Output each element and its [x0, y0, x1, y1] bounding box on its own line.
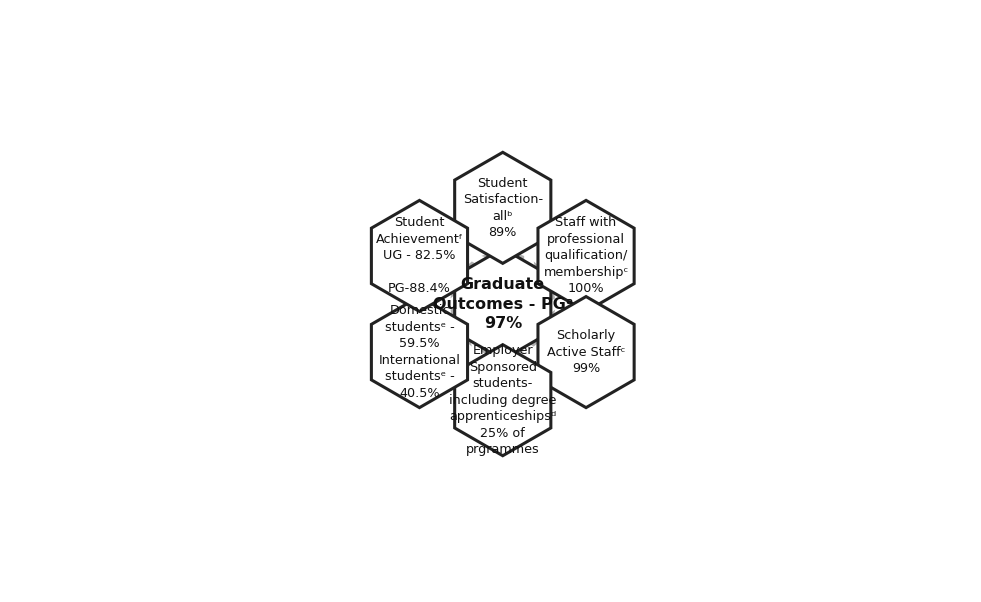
- Polygon shape: [454, 249, 551, 359]
- Polygon shape: [450, 261, 478, 302]
- Polygon shape: [454, 345, 551, 456]
- Text: Employer
Sponsored
students-
including degree
apprenticeshipsᵈ
25% of
prgrammes: Employer Sponsored students- including d…: [449, 344, 556, 456]
- Polygon shape: [538, 200, 634, 311]
- Polygon shape: [482, 249, 524, 263]
- Text: Domestic
studentsᵉ -
59.5%
International
studentsᵉ -
40.5%: Domestic studentsᵉ - 59.5% International…: [379, 305, 460, 400]
- Polygon shape: [372, 297, 468, 408]
- Polygon shape: [482, 345, 524, 359]
- Polygon shape: [538, 297, 634, 408]
- Text: Scholarly
Active Staffᶜ
99%: Scholarly Active Staffᶜ 99%: [546, 329, 625, 375]
- Text: Graduate
Outcomes - PGᵃ
97%: Graduate Outcomes - PGᵃ 97%: [433, 278, 573, 330]
- Polygon shape: [528, 261, 555, 302]
- Polygon shape: [450, 306, 478, 347]
- Text: Student
Achievementᶠ
UG - 82.5%

PG-88.4%: Student Achievementᶠ UG - 82.5% PG-88.4%: [376, 217, 463, 296]
- Polygon shape: [372, 200, 468, 311]
- Polygon shape: [528, 306, 555, 347]
- Polygon shape: [454, 152, 551, 263]
- Text: Student
Satisfaction-
allᵇ
89%: Student Satisfaction- allᵇ 89%: [463, 176, 542, 239]
- Text: Staff with
professional
qualification/
membershipᶜ
100%: Staff with professional qualification/ m…: [543, 217, 629, 296]
